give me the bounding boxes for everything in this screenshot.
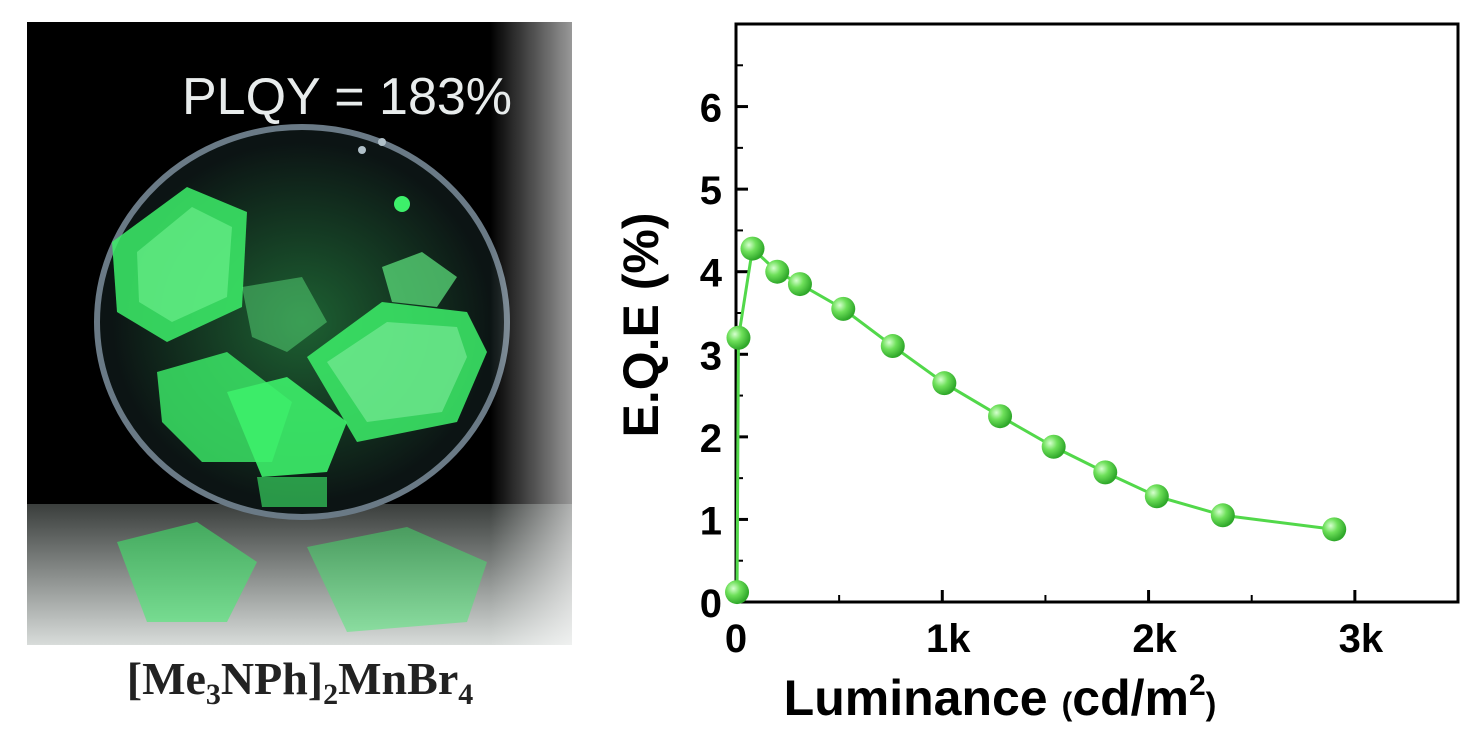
y-tick-label: 0: [700, 582, 722, 626]
y-tick-label: 2: [700, 417, 722, 461]
x-tick-label: 0: [725, 617, 747, 661]
y-tick-label: 6: [700, 87, 722, 131]
y-tick-label: 4: [700, 252, 723, 296]
formula-part: MnBr: [338, 653, 458, 704]
compound-formula: [Me3NPh]2MnBr4: [127, 653, 474, 711]
formula-subscript: 3: [206, 678, 221, 711]
formula-subscript: 2: [323, 678, 338, 711]
eqe-chart: 0 1 2 3 4 5 6 0 1k 2k 3k E.Q.E (%) Luminance (cd/m2…: [590, 0, 1464, 734]
data-point: [988, 404, 1013, 429]
data-point: [880, 334, 905, 359]
crystal-photo: PLQY = 183%: [27, 22, 572, 645]
x-tick-label: 1k: [926, 617, 971, 661]
svg-text:[Me3NPh]2MnBr4: [Me3NPh]2MnBr4: [127, 653, 474, 711]
formula-part: [Me: [127, 653, 206, 704]
data-point: [740, 236, 765, 261]
compound-caption: [Me3NPh]2MnBr4: [10, 642, 610, 722]
x-axis-label: Luminance (cd/m2): [784, 669, 1217, 726]
y-tick-label: 1: [700, 499, 722, 543]
x-axis-unit-paren: (: [1062, 686, 1073, 722]
x-axis-unit-paren: ): [1206, 686, 1217, 722]
formula-subscript: 4: [458, 678, 473, 711]
x-tick-label: 3k: [1339, 617, 1384, 661]
formula-part: NPh]: [221, 653, 323, 704]
x-tick-label: 2k: [1132, 617, 1177, 661]
x-axis-label-main: Luminance: [784, 670, 1048, 726]
x-axis-unit: cd/m: [1072, 670, 1189, 726]
y-axis-label: E.Q.E (%): [613, 212, 669, 437]
crystal-photo-image: PLQY = 183%: [27, 22, 572, 645]
data-point: [725, 580, 750, 605]
data-point: [787, 272, 812, 297]
plqy-label: PLQY = 183%: [182, 68, 512, 126]
data-point: [765, 259, 790, 284]
data-point: [932, 371, 957, 396]
data-point: [1322, 517, 1347, 542]
series-line: [735, 245, 1335, 593]
data-point: [1210, 503, 1235, 528]
y-tick-label: 3: [700, 334, 722, 378]
y-tick-label: 5: [700, 169, 722, 213]
data-point: [1093, 460, 1118, 485]
x-axis-unit-superscript: 2: [1189, 669, 1206, 702]
data-point: [726, 325, 751, 350]
data-point: [1144, 484, 1169, 509]
data-point: [831, 296, 856, 321]
data-point: [1041, 434, 1066, 459]
